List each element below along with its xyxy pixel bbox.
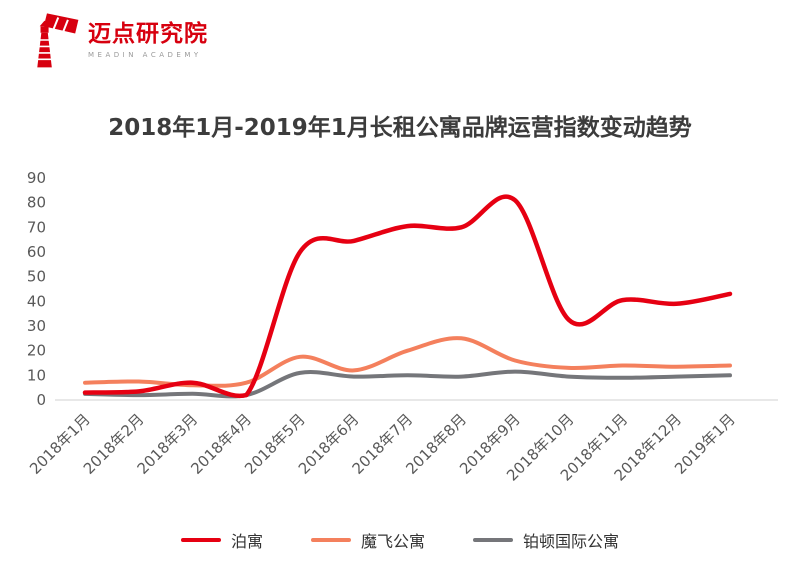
y-axis-tick: 40 <box>27 292 46 310</box>
y-axis-tick: 90 <box>27 169 46 187</box>
legend-item-boyu: 泊寓 <box>180 528 263 552</box>
legend-item-mofei: 魔飞公寓 <box>310 528 425 552</box>
legend-swatch-red <box>180 537 221 543</box>
series-line-1 <box>83 336 732 388</box>
chart-title: 2018年1月-2019年1月长租公寓品牌运营指数变动趋势 <box>108 115 692 141</box>
legend-swatch-orange <box>310 537 351 543</box>
brand-logo: 迈点研究院 MEADIN ACADEMY <box>22 8 208 72</box>
y-axis-tick: 80 <box>27 194 46 212</box>
brand-name: 迈点研究院 <box>88 21 208 48</box>
y-axis-tick: 70 <box>27 218 46 236</box>
legend-label: 泊寓 <box>230 532 263 551</box>
y-axis-tick: 10 <box>27 366 46 384</box>
legend-swatch-gray <box>473 537 513 543</box>
y-axis-tick: 0 <box>36 391 46 409</box>
y-axis-tick: 60 <box>27 243 46 261</box>
legend-label: 铂顿国际公寓 <box>523 532 620 551</box>
y-axis-tick: 30 <box>27 317 46 335</box>
brand-subtitle: MEADIN ACADEMY <box>88 50 202 59</box>
chart-legend: 泊寓 魔飞公寓 铂顿国际公寓 <box>0 528 800 552</box>
legend-item-bodun: 铂顿国际公寓 <box>473 528 619 552</box>
y-axis-tick: 50 <box>27 268 46 286</box>
lighthouse-icon <box>36 13 79 68</box>
series-line-0 <box>82 194 733 399</box>
legend-label: 魔飞公寓 <box>360 532 425 551</box>
series-line-2 <box>83 369 732 399</box>
y-axis-tick: 20 <box>27 342 46 360</box>
